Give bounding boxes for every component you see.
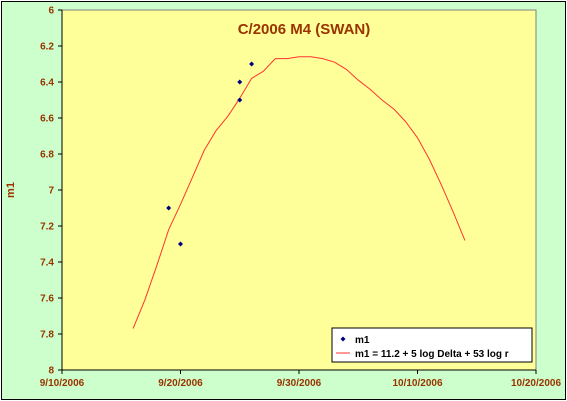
- y-axis-label: m1: [5, 182, 17, 198]
- legend-label-model: m1 = 11.2 + 5 log Delta + 53 log r: [355, 349, 509, 360]
- legend-marker-m1: [340, 336, 346, 342]
- data-point-m1: [166, 205, 172, 211]
- x-tick-label: 9/20/2006: [158, 378, 203, 389]
- y-tick-label: 6.2: [40, 42, 54, 53]
- x-tick-label: 10/10/2006: [392, 378, 442, 389]
- y-tick-label: 8: [48, 366, 54, 377]
- x-tick-label: 9/10/2006: [40, 378, 85, 389]
- y-tick-label: 7.6: [40, 294, 54, 305]
- y-tick-label: 7.8: [40, 330, 54, 341]
- model-curve-line: [132, 56, 466, 329]
- chart-title: C/2006 M4 (SWAN): [238, 21, 371, 38]
- y-tick-label: 6: [48, 6, 54, 17]
- y-tick-label: 6.4: [40, 78, 54, 89]
- plot-area: [61, 9, 537, 371]
- y-tick-label: 6.6: [40, 114, 54, 125]
- data-point-m1: [249, 61, 255, 67]
- legend-label-m1: m1: [355, 335, 370, 346]
- y-tick-label: 7.2: [40, 222, 54, 233]
- x-tick-label: 10/20/2006: [511, 378, 561, 389]
- legend: m1 m1 = 11.2 + 5 log Delta + 53 log r: [331, 327, 533, 363]
- data-point-m1: [237, 97, 243, 103]
- y-tick-label: 6.8: [40, 150, 54, 161]
- data-point-m1: [237, 79, 243, 85]
- y-tick-label: 7: [48, 186, 54, 197]
- legend-box: [331, 327, 533, 363]
- y-tick-label: 7.4: [40, 258, 54, 269]
- data-point-m1: [178, 241, 183, 247]
- x-tick-label: 9/30/2006: [277, 378, 322, 389]
